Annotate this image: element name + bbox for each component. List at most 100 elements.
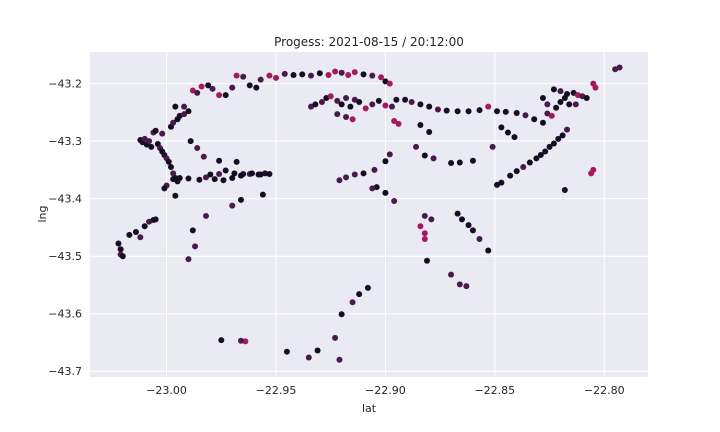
data-point — [347, 103, 354, 110]
data-point — [343, 95, 350, 102]
data-point — [338, 311, 345, 318]
data-point — [336, 177, 343, 184]
data-point — [152, 216, 159, 223]
data-point — [513, 109, 520, 116]
data-point — [423, 257, 430, 264]
data-point — [539, 95, 546, 102]
data-point — [421, 235, 428, 242]
data-point — [469, 157, 476, 164]
data-point — [522, 112, 529, 119]
data-point — [417, 223, 424, 230]
data-point — [555, 135, 562, 142]
data-point — [172, 192, 179, 199]
data-point — [185, 256, 192, 263]
data-point — [211, 176, 218, 183]
data-point — [564, 126, 571, 133]
data-point — [161, 185, 168, 192]
data-point — [485, 103, 492, 110]
data-point — [498, 124, 505, 131]
data-point — [202, 174, 209, 181]
x-tick-labels: −23.00 −22.95 −22.90 −22.85 −22.80 — [146, 384, 624, 397]
data-point — [349, 116, 356, 123]
data-point — [167, 164, 174, 171]
data-point — [371, 166, 378, 173]
data-point — [117, 246, 124, 253]
data-point — [205, 82, 212, 89]
y-tick-label: −43.5 — [48, 250, 82, 263]
data-point — [388, 103, 395, 110]
data-point — [209, 85, 216, 92]
data-point — [240, 170, 247, 177]
data-point — [465, 222, 472, 229]
data-point — [273, 74, 279, 81]
data-point — [343, 174, 350, 181]
data-point — [185, 175, 192, 182]
y-tick-label: −43.2 — [48, 78, 82, 91]
data-point — [218, 337, 225, 344]
data-point — [338, 101, 345, 108]
data-point — [316, 70, 323, 77]
data-point — [382, 102, 389, 109]
data-point — [465, 108, 472, 115]
data-point — [318, 99, 325, 106]
data-point — [196, 176, 203, 183]
data-point — [181, 103, 188, 110]
data-point — [402, 96, 409, 103]
data-point — [448, 271, 455, 278]
x-tick-label: −22.90 — [365, 384, 406, 397]
data-point — [119, 253, 126, 260]
data-point — [485, 247, 492, 254]
data-point — [360, 170, 367, 177]
data-point — [181, 111, 188, 118]
data-point — [200, 153, 207, 160]
data-point — [553, 104, 560, 111]
data-point — [448, 160, 455, 167]
data-point — [229, 202, 236, 209]
data-point — [240, 73, 247, 80]
data-point — [194, 145, 201, 152]
data-point — [456, 159, 463, 166]
x-tick-label: −23.00 — [146, 384, 187, 397]
data-point — [533, 155, 540, 162]
data-point — [343, 114, 350, 120]
data-point — [561, 187, 568, 194]
data-point — [504, 129, 511, 136]
data-point — [290, 72, 297, 79]
data-point — [283, 348, 290, 355]
data-point — [566, 101, 573, 108]
data-point — [170, 176, 177, 183]
data-point — [526, 159, 533, 166]
data-point — [369, 101, 376, 108]
data-point — [356, 291, 363, 298]
data-point — [557, 99, 564, 106]
data-point — [386, 80, 393, 87]
data-point — [253, 84, 260, 91]
data-point — [170, 119, 177, 126]
y-tick-label: −43.6 — [48, 308, 82, 321]
data-point — [426, 128, 433, 135]
data-point — [459, 216, 465, 223]
data-point — [351, 171, 358, 178]
data-point — [308, 72, 315, 79]
data-point — [132, 229, 139, 236]
data-point — [542, 148, 549, 155]
data-point — [592, 84, 599, 91]
data-point — [192, 243, 199, 250]
data-point — [187, 138, 194, 145]
data-point — [216, 157, 223, 164]
data-point — [349, 299, 356, 306]
data-point — [507, 172, 514, 179]
data-point — [237, 337, 244, 344]
data-point — [338, 69, 345, 76]
data-point — [229, 84, 236, 91]
data-point — [231, 170, 238, 177]
data-point — [550, 140, 557, 147]
x-tick-label: −22.85 — [474, 384, 515, 397]
data-point — [257, 171, 264, 178]
y-tick-labels: −43.2 −43.3 −43.4 −43.5 −43.6 −43.7 — [48, 78, 82, 379]
data-point — [382, 158, 389, 165]
data-point — [531, 116, 538, 123]
data-point — [165, 158, 172, 165]
data-point — [417, 122, 424, 129]
